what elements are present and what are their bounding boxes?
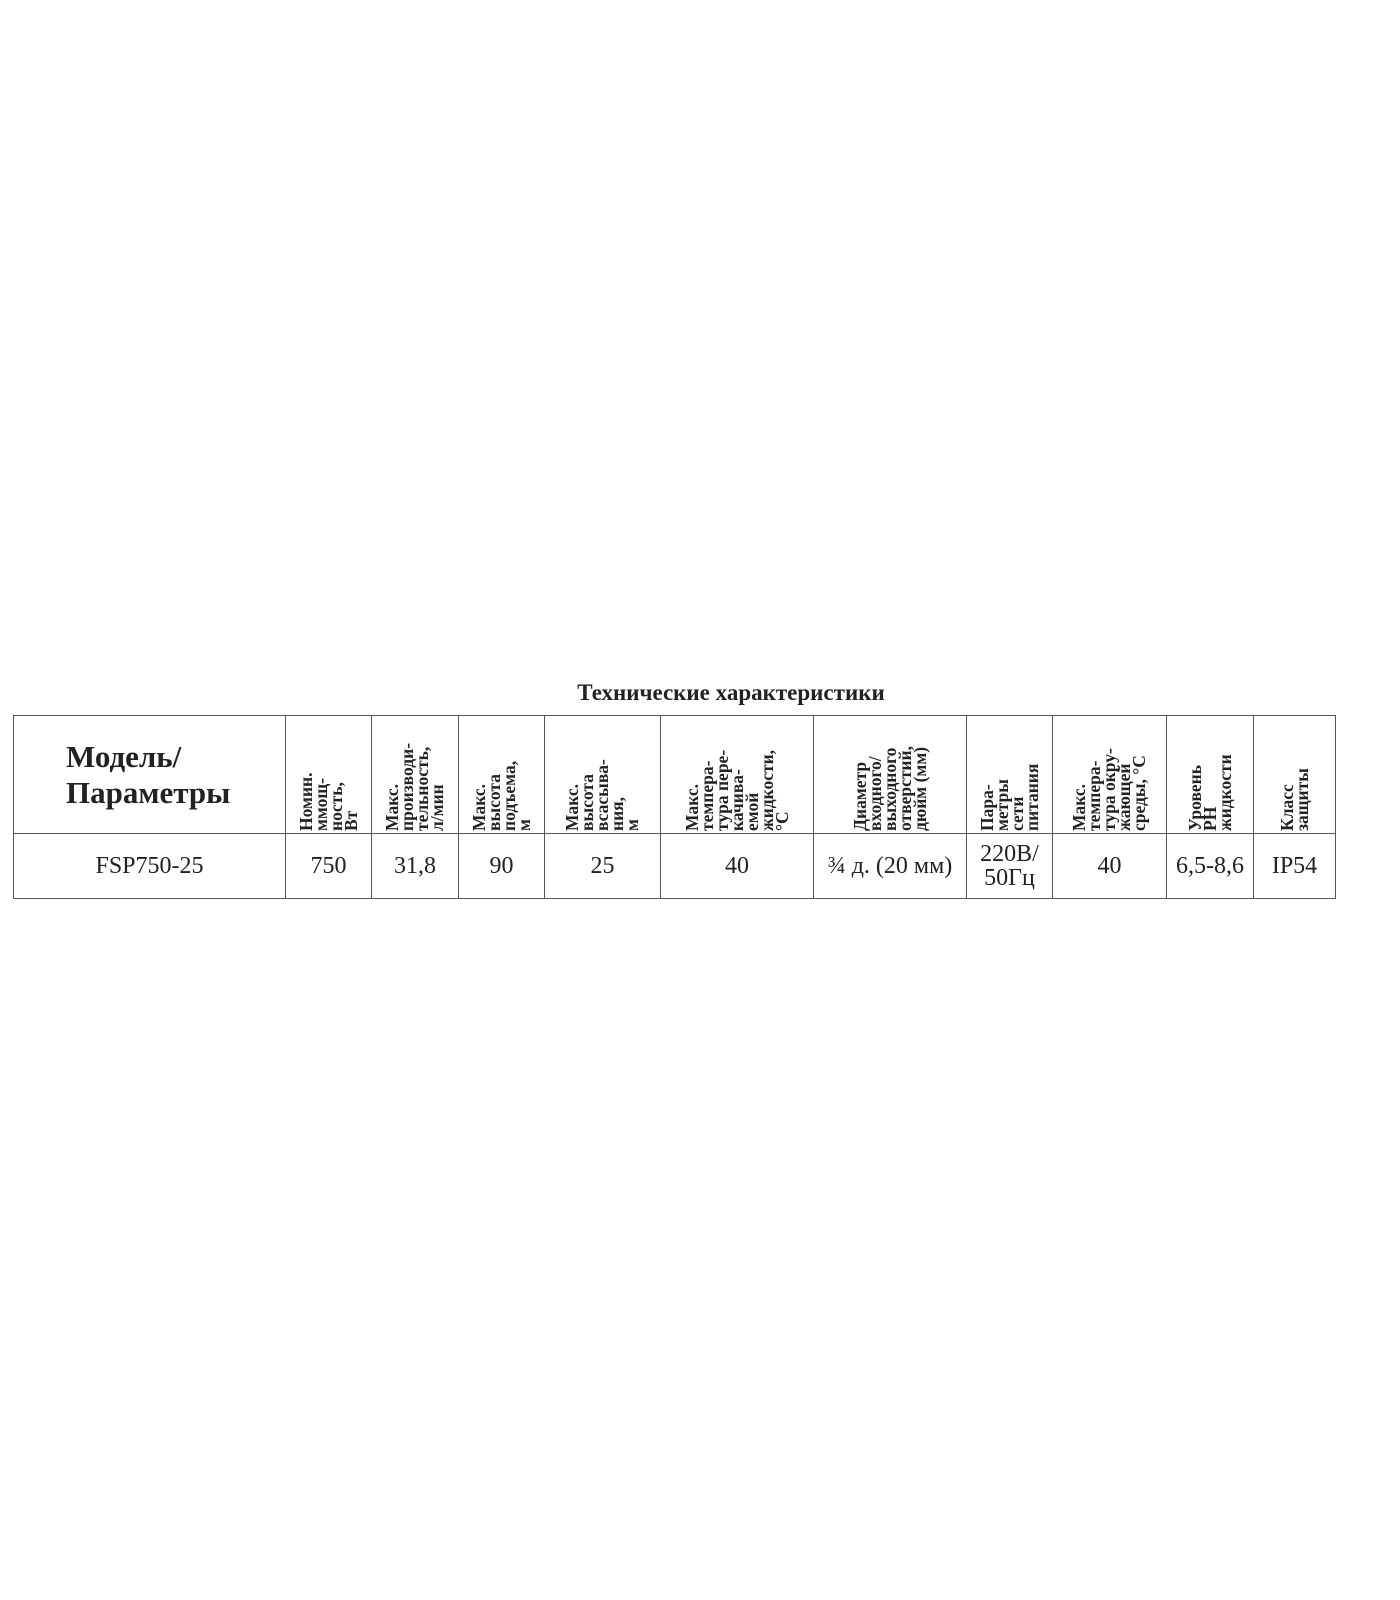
value-line: 50Гц bbox=[984, 865, 1035, 891]
value-cell: 25 bbox=[544, 833, 661, 899]
header-row: Модель/ Параметры Номин. ммощ-ность, Вт Мак… bbox=[13, 715, 1336, 834]
value-cell: IP54 bbox=[1253, 833, 1336, 899]
column-header-line: л/мин bbox=[427, 784, 447, 831]
column-header: Уровень РН жидкости bbox=[1166, 715, 1254, 834]
column-header-line: м bbox=[622, 819, 642, 831]
model-header-line: Параметры bbox=[66, 774, 231, 810]
column-header: Номин. ммощ-ность, Вт bbox=[285, 715, 372, 834]
value-cell: 40 bbox=[660, 833, 814, 899]
column-header: Макс. высота подъема, м bbox=[458, 715, 545, 834]
column-header-line: питания bbox=[1021, 763, 1042, 831]
model-cell: FSP750-25 bbox=[13, 833, 286, 899]
value-cell: 31,8 bbox=[371, 833, 459, 899]
value-cell: 40 bbox=[1052, 833, 1167, 899]
column-header-line: среды, °С bbox=[1129, 755, 1149, 831]
column-header: Пара-метры сети питания bbox=[966, 715, 1053, 834]
column-header-line: ния, bbox=[607, 796, 627, 831]
value-cell: 220В/50Гц bbox=[966, 833, 1053, 899]
column-header-line: защиты bbox=[1291, 768, 1312, 831]
column-header-line: подъема, bbox=[498, 760, 519, 831]
column-header: Макс. темпера-тура пере-качива-емой жидкос… bbox=[660, 715, 814, 834]
value-cell: 750 bbox=[285, 833, 372, 899]
value-cell: 90 bbox=[458, 833, 545, 899]
value-line: 220В/ bbox=[980, 841, 1039, 867]
column-header: Макс. высота всасыва-ния, м bbox=[544, 715, 661, 834]
value-cell: 6,5-8,6 bbox=[1166, 833, 1254, 899]
model-header-cell: Модель/ Параметры bbox=[13, 715, 286, 834]
column-header-line: дюйм (мм) bbox=[909, 746, 930, 831]
column-header: Макс. производи-тельность, л/мин bbox=[371, 715, 459, 834]
table-row: FSP750-25 750 31,8 90 25 40 ¾ д. (20 мм) 220В/… bbox=[13, 833, 1336, 899]
value-cell: ¾ д. (20 мм) bbox=[813, 833, 967, 899]
column-header: Диаметр входного/выходного отверстий, дюйм … bbox=[813, 715, 967, 834]
column-header: Макс. темпера-тура окру-жающей среды, °С bbox=[1052, 715, 1167, 834]
model-header-line: Модель/ bbox=[66, 738, 182, 774]
column-header: Класс защиты bbox=[1253, 715, 1336, 834]
column-header-line: жидкости bbox=[1214, 754, 1235, 831]
table-title: Технические характеристики bbox=[577, 680, 885, 705]
specs-table: Модель/ Параметры Номин. ммощ-ность, Вт Мак… bbox=[13, 715, 1336, 899]
column-header-line: Вт bbox=[340, 810, 361, 831]
